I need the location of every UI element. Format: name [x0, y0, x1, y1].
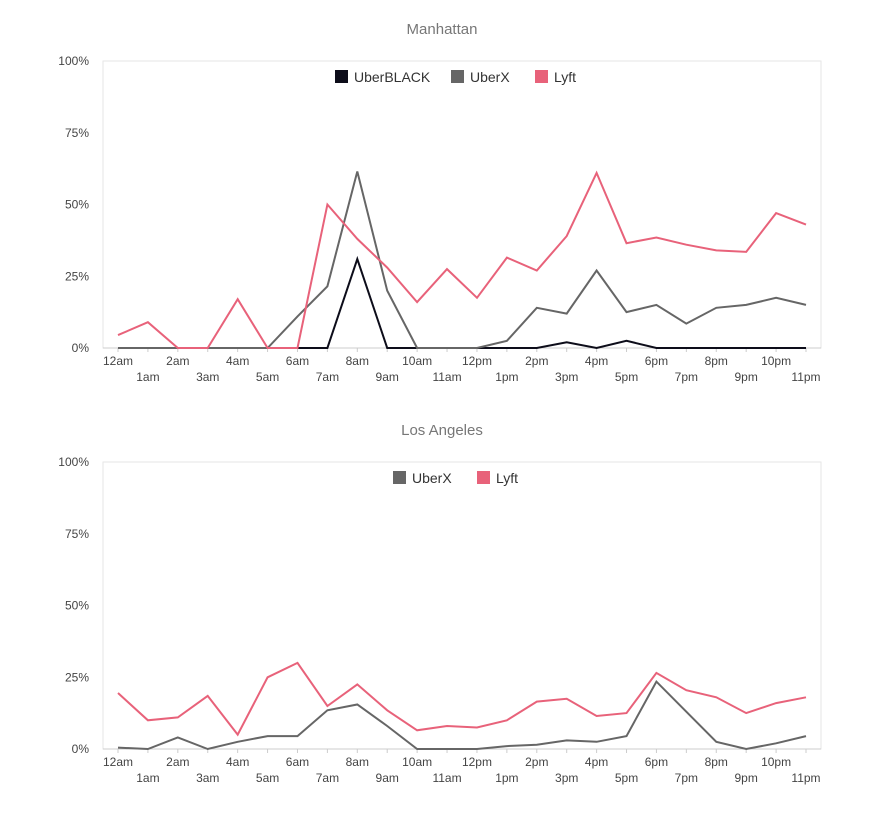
x-tick-label: 4am [226, 354, 249, 368]
x-tick-label: 10am [402, 755, 432, 769]
y-tick-label: 75% [65, 126, 89, 140]
legend-item-lyft[interactable]: Lyft [535, 69, 576, 85]
x-tick-label: 12pm [462, 755, 492, 769]
x-tick-label: 7pm [675, 771, 698, 785]
x-tick-label: 7pm [675, 370, 698, 384]
series-line-uberblack [118, 255, 806, 350]
x-tick-label: 7am [316, 771, 339, 785]
legend-swatch [451, 70, 464, 83]
x-tick-label: 7am [316, 370, 339, 384]
x-tick-label: 3am [196, 771, 219, 785]
x-tick-label: 2am [166, 755, 189, 769]
x-tick-label: 12am [103, 755, 133, 769]
x-tick-label: 10pm [761, 755, 791, 769]
x-tick-label: 10pm [761, 354, 791, 368]
x-tick-label: 6am [286, 755, 309, 769]
chart-title: Manhattan [407, 21, 478, 38]
plot-area [102, 60, 822, 349]
x-tick-label: 9am [376, 370, 399, 384]
x-tick-label: 11am [432, 370, 461, 384]
y-tick-label: 0% [72, 742, 90, 756]
x-tick-label: 5am [256, 771, 279, 785]
x-tick-label: 11am [432, 771, 461, 785]
x-tick-label: 10am [402, 354, 432, 368]
chart-title: Los Angeles [401, 422, 483, 439]
legend-swatch [335, 70, 348, 83]
legend-label: Lyft [554, 69, 576, 85]
x-tick-label: 1am [136, 771, 159, 785]
legend-label: UberX [470, 69, 510, 85]
x-tick-label: 1am [136, 370, 159, 384]
x-tick-label: 5pm [615, 370, 638, 384]
x-tick-label: 2pm [525, 354, 548, 368]
x-tick-label: 6pm [645, 354, 668, 368]
x-tick-label: 12pm [462, 354, 492, 368]
x-tick-label: 3am [196, 370, 219, 384]
x-tick-label: 12am [103, 354, 133, 368]
series-line-uberx [118, 171, 807, 349]
legend-item-uberx[interactable]: UberX [393, 470, 452, 486]
x-tick-label: 2pm [525, 755, 548, 769]
x-tick-label: 4pm [585, 755, 608, 769]
x-tick-label: 8am [346, 354, 369, 368]
x-tick-label: 11pm [791, 771, 820, 785]
legend-label: Lyft [496, 470, 518, 486]
x-tick-label: 9pm [735, 370, 758, 384]
x-tick-label: 11pm [791, 370, 820, 384]
legend-label: UberBLACK [354, 69, 431, 85]
x-tick-label: 4pm [585, 354, 608, 368]
y-tick-label: 50% [65, 198, 89, 212]
x-tick-label: 8am [346, 755, 369, 769]
x-tick-label: 9am [376, 771, 399, 785]
y-tick-label: 75% [65, 527, 89, 541]
x-tick-label: 2am [166, 354, 189, 368]
x-tick-label: 3pm [555, 370, 578, 384]
y-tick-label: 100% [58, 455, 89, 469]
series-line-lyft [117, 661, 807, 737]
x-tick-label: 5am [256, 370, 279, 384]
y-tick-label: 50% [65, 599, 89, 613]
x-tick-label: 5pm [615, 771, 638, 785]
x-tick-label: 1pm [495, 370, 518, 384]
y-tick-label: 25% [65, 670, 89, 684]
y-tick-label: 0% [72, 341, 90, 355]
x-tick-label: 8pm [705, 354, 728, 368]
y-tick-label: 100% [58, 54, 89, 68]
x-tick-label: 3pm [555, 771, 578, 785]
legend-item-uberx[interactable]: UberX [451, 69, 510, 85]
x-tick-label: 8pm [705, 755, 728, 769]
legend-swatch [535, 70, 548, 83]
legend-swatch [477, 471, 490, 484]
series-line-uberx [117, 679, 807, 751]
y-tick-label: 25% [65, 269, 89, 283]
legend-item-uberblack[interactable]: UberBLACK [335, 69, 431, 85]
legend-label: UberX [412, 470, 452, 486]
series-line-lyft [117, 170, 807, 349]
x-tick-label: 4am [226, 755, 249, 769]
x-tick-label: 6pm [645, 755, 668, 769]
x-tick-label: 1pm [495, 771, 518, 785]
x-tick-label: 9pm [735, 771, 758, 785]
x-tick-label: 6am [286, 354, 309, 368]
plot-area [102, 461, 822, 750]
legend-swatch [393, 471, 406, 484]
legend-item-lyft[interactable]: Lyft [477, 470, 518, 486]
